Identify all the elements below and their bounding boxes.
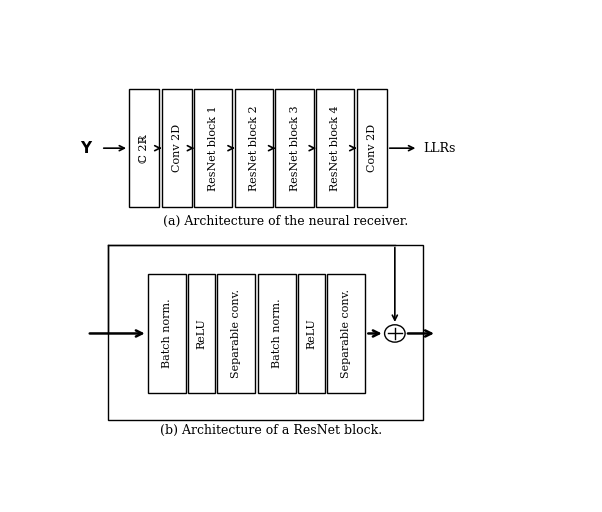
Text: Batch norm.: Batch norm. xyxy=(162,298,172,368)
Bar xyxy=(258,274,296,393)
Bar xyxy=(217,274,255,393)
Text: ResNet block 1: ResNet block 1 xyxy=(208,105,219,191)
Text: ReLU: ReLU xyxy=(196,318,206,349)
Bar xyxy=(161,89,192,207)
Text: ResNet block 4: ResNet block 4 xyxy=(330,105,340,191)
Text: (b) Architecture of a ResNet block.: (b) Architecture of a ResNet block. xyxy=(160,424,382,437)
Circle shape xyxy=(385,325,405,342)
Text: (a) Architecture of the neural receiver.: (a) Architecture of the neural receiver. xyxy=(163,215,408,228)
Text: ResNet block 3: ResNet block 3 xyxy=(290,105,300,191)
Bar xyxy=(235,89,273,207)
Text: ResNet block 2: ResNet block 2 xyxy=(249,105,259,191)
Text: Conv 2D: Conv 2D xyxy=(367,124,377,172)
Bar xyxy=(356,89,387,207)
Text: ℂ 2ℝ: ℂ 2ℝ xyxy=(139,134,149,162)
Bar xyxy=(194,89,232,207)
Text: ReLU: ReLU xyxy=(306,318,317,349)
Bar xyxy=(298,274,325,393)
Bar xyxy=(188,274,215,393)
Bar xyxy=(147,274,186,393)
Text: Separable conv.: Separable conv. xyxy=(341,289,352,378)
Text: LLRs: LLRs xyxy=(423,142,455,155)
Bar xyxy=(275,89,314,207)
Bar xyxy=(316,89,354,207)
Bar xyxy=(327,274,365,393)
Text: Batch norm.: Batch norm. xyxy=(272,298,282,368)
Text: Conv 2D: Conv 2D xyxy=(172,124,182,172)
Text: Separable conv.: Separable conv. xyxy=(231,289,241,378)
Bar xyxy=(129,89,159,207)
Text: $\mathbf{Y}$: $\mathbf{Y}$ xyxy=(80,140,93,156)
Bar xyxy=(108,245,423,420)
